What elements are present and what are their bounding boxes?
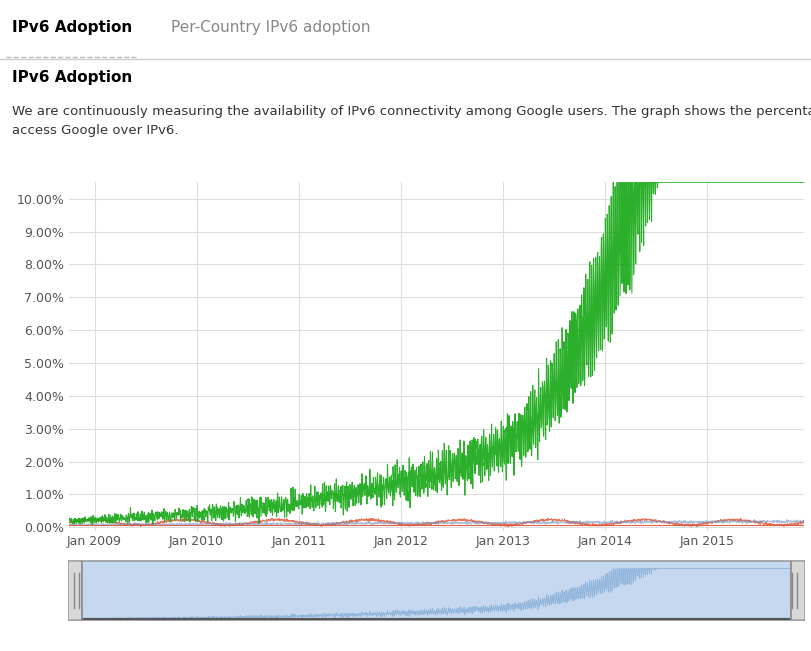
FancyBboxPatch shape	[63, 561, 82, 620]
Text: We are continuously measuring the availability of IPv6 connectivity among Google: We are continuously measuring the availa…	[12, 105, 811, 137]
Text: IPv6 Adoption: IPv6 Adoption	[12, 20, 132, 35]
FancyBboxPatch shape	[790, 561, 809, 620]
Text: IPv6 Adoption: IPv6 Adoption	[12, 70, 132, 85]
Text: Per-Country IPv6 adoption: Per-Country IPv6 adoption	[170, 20, 370, 35]
